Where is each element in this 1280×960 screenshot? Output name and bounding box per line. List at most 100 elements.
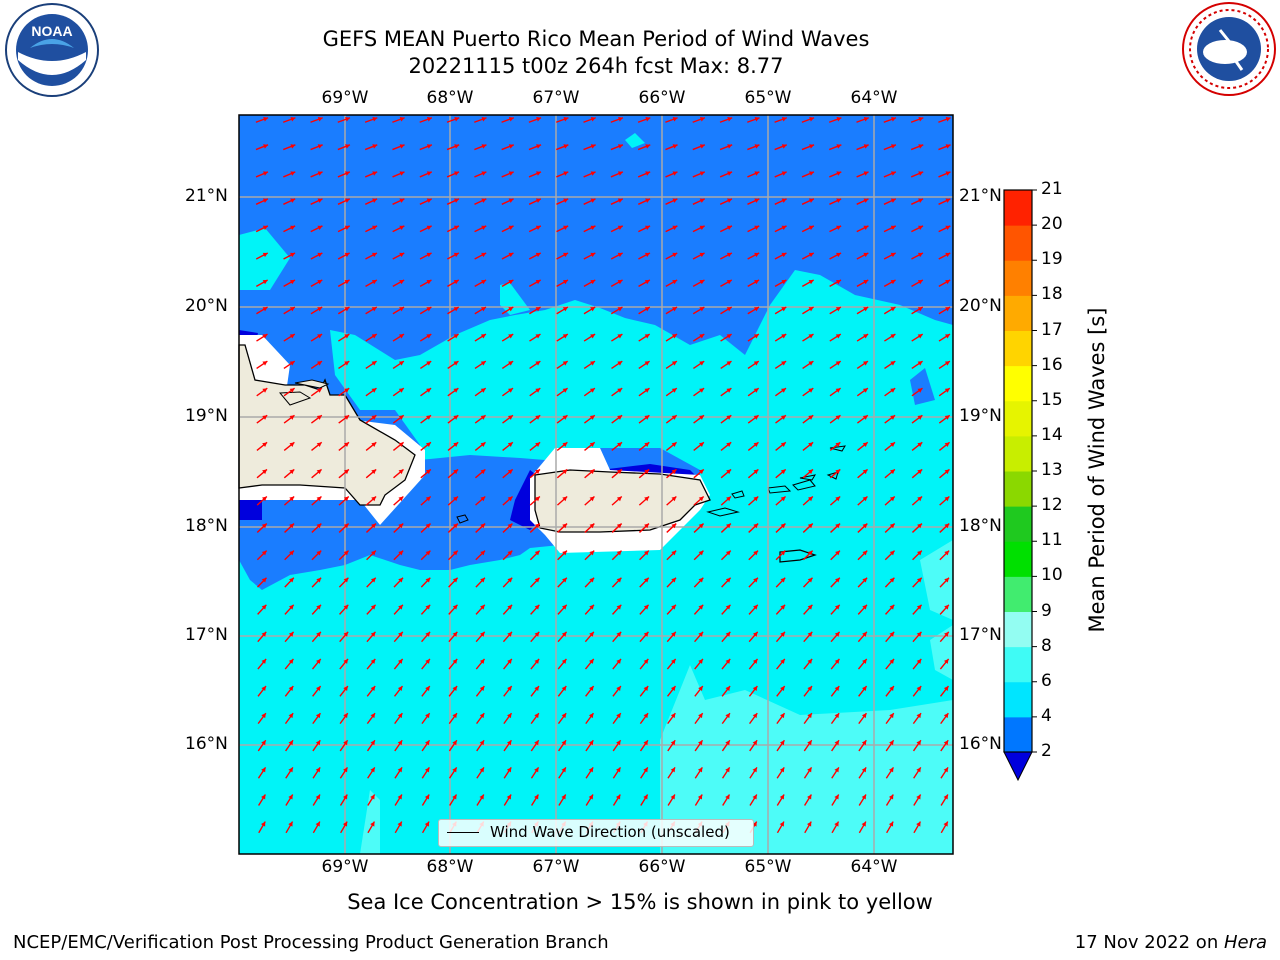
wind-wave-arrow [721, 712, 731, 725]
colorbar-tick-label: 19 [1041, 249, 1063, 270]
wind-wave-arrow [365, 333, 378, 342]
wind-wave-arrow [393, 658, 404, 670]
wind-wave-arrow [858, 739, 867, 752]
wind-wave-arrow [310, 360, 323, 370]
wind-wave-arrow [256, 550, 268, 561]
wind-wave-arrow [692, 252, 705, 260]
wind-wave-arrow [693, 577, 704, 588]
wind-wave-arrow [364, 144, 378, 151]
wind-wave-arrow [911, 387, 923, 397]
wind-wave-arrow [392, 225, 405, 233]
wind-wave-arrow [283, 360, 296, 370]
wind-wave-arrow [340, 821, 348, 834]
wind-wave-arrow [530, 739, 540, 752]
wind-wave-arrow [284, 712, 294, 725]
wind-wave-arrow [556, 225, 569, 233]
wind-wave-arrow [392, 279, 405, 287]
wind-wave-arrow [803, 685, 813, 697]
wind-wave-arrow [503, 685, 513, 697]
wind-wave-arrow [802, 523, 814, 533]
wind-wave-arrow [557, 577, 568, 588]
wind-wave-arrow [774, 171, 787, 178]
wind-wave-arrow [666, 495, 677, 506]
colorbar-segment [1004, 225, 1032, 261]
wind-wave-arrow [310, 414, 323, 424]
left-lat-label: 19°N [185, 406, 228, 426]
wind-wave-arrow [337, 252, 350, 260]
wind-wave-arrow [557, 631, 568, 643]
bottom-lon-label: 67°W [532, 857, 580, 877]
wind-wave-arrow [393, 550, 404, 561]
wind-wave-arrow [448, 577, 459, 588]
wind-wave-arrow [910, 117, 924, 123]
wind-wave-arrow [558, 739, 567, 752]
wind-wave-arrow [583, 360, 596, 370]
wind-wave-arrow [721, 658, 731, 670]
wind-wave-arrow [502, 631, 513, 643]
wind-wave-arrow [312, 685, 322, 697]
wind-wave-arrow [829, 198, 842, 205]
wind-wave-arrow [474, 171, 487, 178]
wind-wave-arrow [502, 414, 514, 424]
wind-wave-arrow [257, 712, 267, 725]
wind-wave-arrow [830, 685, 840, 697]
wind-wave-arrow [339, 685, 349, 697]
wind-wave-arrow [912, 604, 923, 615]
left-lat-label: 20°N [185, 296, 228, 316]
wind-wave-arrow [420, 495, 432, 506]
wind-wave-arrow [528, 198, 542, 205]
wind-wave-arrow [665, 171, 678, 178]
wind-wave-arrow [584, 523, 595, 533]
wind-wave-arrow [910, 144, 924, 151]
wind-wave-arrow [884, 468, 896, 479]
wind-wave-arrow [476, 712, 485, 725]
wind-wave-arrow [394, 712, 403, 725]
wind-wave-arrow [339, 712, 349, 725]
wind-wave-arrow [830, 523, 841, 533]
wind-wave-arrow [311, 441, 323, 451]
wind-wave-arrow [474, 252, 487, 260]
wind-wave-arrow [475, 604, 486, 615]
wind-wave-arrow [775, 523, 786, 533]
wind-wave-arrow [747, 387, 760, 397]
wind-wave-arrow [528, 225, 542, 233]
wind-wave-arrow [474, 387, 487, 397]
wind-wave-arrow [776, 794, 785, 806]
wind-wave-arrow [720, 550, 732, 561]
wind-wave-arrow [556, 414, 568, 424]
wind-wave-arrow [583, 414, 596, 424]
wind-wave-arrow [829, 225, 842, 233]
wind-wave-arrow [722, 794, 731, 806]
wind-wave-arrow [639, 577, 650, 588]
wind-wave-arrow [693, 360, 705, 370]
wind-wave-arrow [475, 658, 486, 670]
wind-wave-arrow [312, 821, 321, 834]
wind-wave-arrow [338, 495, 350, 506]
colorbar-segment [1004, 541, 1032, 577]
wind-wave-arrow [856, 360, 869, 370]
wind-wave-arrow [282, 144, 296, 151]
wind-wave-arrow [720, 306, 733, 315]
wind-wave-arrow [420, 468, 432, 479]
wind-wave-arrow [475, 550, 486, 561]
wind-wave-arrow [530, 766, 540, 779]
wind-wave-arrow [721, 577, 732, 588]
wind-wave-arrow [939, 577, 950, 588]
wind-wave-arrow [856, 414, 869, 424]
wind-wave-arrow [585, 766, 594, 779]
wind-wave-arrow [393, 468, 404, 479]
wind-wave-arrow [748, 550, 759, 561]
wind-wave-arrow [885, 794, 894, 806]
wind-wave-arrow [366, 712, 376, 725]
wind-wave-arrow [611, 441, 623, 451]
wind-wave-arrow [694, 794, 703, 806]
wind-wave-arrow [339, 658, 349, 670]
wind-wave-arrow [639, 631, 649, 643]
wind-wave-arrow [802, 468, 814, 479]
wind-wave-arrow [283, 279, 296, 287]
wind-wave-arrow [720, 441, 732, 451]
wind-wave-arrow [530, 712, 540, 725]
wind-wave-arrow [530, 685, 540, 697]
right-lat-label: 19°N [959, 406, 1002, 426]
wind-wave-arrow [474, 279, 487, 287]
